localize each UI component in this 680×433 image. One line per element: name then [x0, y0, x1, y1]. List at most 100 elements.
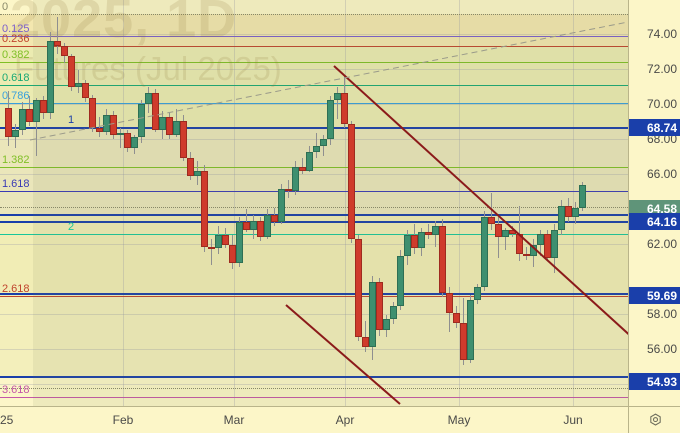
- candle-body-bearish[interactable]: [201, 170, 208, 247]
- candle-body-bearish[interactable]: [257, 220, 264, 238]
- candle-body-bearish[interactable]: [54, 40, 61, 47]
- candle-body-bearish[interactable]: [355, 239, 362, 338]
- fib-extra-line[interactable]: [0, 214, 628, 216]
- candle-body-bearish[interactable]: [26, 109, 33, 123]
- candle-body-bullish[interactable]: [537, 233, 544, 245]
- candle-body-bearish[interactable]: [348, 124, 355, 240]
- candlestick-series[interactable]: [0, 0, 628, 406]
- candle-body-bullish[interactable]: [173, 120, 180, 136]
- candle-body-bullish[interactable]: [502, 229, 509, 238]
- candle-body-bearish[interactable]: [362, 337, 369, 347]
- fib-extra-line[interactable]: [0, 221, 628, 223]
- candle-body-bearish[interactable]: [124, 133, 131, 149]
- candle-body-bullish[interactable]: [131, 137, 138, 149]
- candle-body-bearish[interactable]: [376, 281, 383, 330]
- candle-body-bearish[interactable]: [89, 98, 96, 128]
- candle-body-bullish[interactable]: [383, 318, 390, 330]
- candle-body-bearish[interactable]: [516, 233, 523, 254]
- candle-body-bearish[interactable]: [425, 231, 432, 236]
- candle-body-bullish[interactable]: [481, 216, 488, 288]
- price-level-badge[interactable]: 64.16: [629, 213, 680, 230]
- fib-level-line[interactable]: [0, 191, 628, 192]
- candle-body-bullish[interactable]: [313, 146, 320, 152]
- candle-body-bullish[interactable]: [474, 287, 481, 301]
- candle-body-bearish[interactable]: [96, 127, 103, 132]
- candle-body-bullish[interactable]: [250, 220, 257, 230]
- fib-level-line[interactable]: [0, 167, 628, 168]
- candle-body-bullish[interactable]: [432, 226, 439, 236]
- candle-body-bullish[interactable]: [369, 281, 376, 347]
- candle-body-bullish[interactable]: [397, 255, 404, 306]
- candle-body-bullish[interactable]: [47, 40, 54, 114]
- candle-body-bearish[interactable]: [271, 215, 278, 223]
- candle-body-bullish[interactable]: [159, 116, 166, 130]
- candle-body-bullish[interactable]: [215, 235, 222, 249]
- candle-body-bearish[interactable]: [68, 55, 75, 88]
- fib-extra-line[interactable]: [0, 293, 628, 295]
- candle-body-bearish[interactable]: [439, 226, 446, 293]
- candle-body-bearish[interactable]: [341, 92, 348, 125]
- candle-body-bearish[interactable]: [61, 46, 68, 56]
- candle-body-bearish[interactable]: [82, 83, 89, 99]
- candle-body-bearish[interactable]: [544, 233, 551, 258]
- candle-body-bearish[interactable]: [523, 253, 530, 256]
- candle-body-bearish[interactable]: [446, 292, 453, 314]
- fib-level-line[interactable]: [0, 296, 628, 297]
- candle-body-bearish[interactable]: [229, 244, 236, 264]
- candle-body-bearish[interactable]: [180, 120, 187, 158]
- candle-body-bearish[interactable]: [40, 100, 47, 114]
- candle-body-bullish[interactable]: [390, 305, 397, 319]
- candle-body-bearish[interactable]: [152, 92, 159, 130]
- candle-body-bullish[interactable]: [292, 166, 299, 191]
- candle-body-bullish[interactable]: [194, 170, 201, 177]
- price-level-badge[interactable]: 64.58: [629, 200, 680, 217]
- candle-body-bearish[interactable]: [411, 235, 418, 249]
- candle-body-bearish[interactable]: [565, 205, 572, 217]
- candle-body-bearish[interactable]: [509, 229, 516, 234]
- price-level-badge[interactable]: 68.74: [629, 119, 680, 136]
- fib-level-line[interactable]: [0, 234, 628, 235]
- fib-level-line[interactable]: [0, 14, 628, 15]
- candle-body-bullish[interactable]: [551, 229, 558, 258]
- candle-body-bearish[interactable]: [222, 235, 229, 245]
- candle-body-bullish[interactable]: [12, 129, 19, 138]
- candle-body-bullish[interactable]: [530, 244, 537, 256]
- candle-body-bearish[interactable]: [166, 116, 173, 136]
- candle-body-bullish[interactable]: [138, 103, 145, 138]
- candle-body-bullish[interactable]: [306, 152, 313, 171]
- candle-body-bullish[interactable]: [117, 133, 124, 136]
- candle-body-bearish[interactable]: [488, 216, 495, 225]
- candle-body-bearish[interactable]: [495, 224, 502, 238]
- candle-body-bearish[interactable]: [208, 246, 215, 249]
- candle-body-bullish[interactable]: [320, 139, 327, 147]
- candle-body-bullish[interactable]: [579, 185, 586, 208]
- candle-body-bullish[interactable]: [327, 100, 334, 140]
- candle-body-bullish[interactable]: [19, 109, 26, 130]
- candle-body-bullish[interactable]: [103, 114, 110, 132]
- candle-body-bearish[interactable]: [187, 157, 194, 177]
- candle-body-bearish[interactable]: [5, 107, 12, 138]
- candle-body-bearish[interactable]: [460, 322, 467, 360]
- candle-body-bullish[interactable]: [334, 92, 341, 101]
- candle-body-bullish[interactable]: [145, 92, 152, 104]
- candle-body-bullish[interactable]: [572, 207, 579, 217]
- candle-body-bearish[interactable]: [453, 313, 460, 323]
- candle-body-bullish[interactable]: [467, 300, 474, 360]
- candle-body-bearish[interactable]: [299, 166, 306, 171]
- candle-body-bearish[interactable]: [243, 222, 250, 230]
- date-axis[interactable]: 25 Feb Mar Apr May Jun: [0, 406, 628, 433]
- candle-body-bullish[interactable]: [418, 231, 425, 249]
- price-axis[interactable]: 74.00 72.00 70.00 68.00 66.00 62.00 58.00 56.00…: [628, 0, 680, 406]
- candle-body-bullish[interactable]: [33, 100, 40, 123]
- price-level-badge[interactable]: 59.69: [629, 287, 680, 304]
- candle-body-bullish[interactable]: [404, 235, 411, 256]
- chart-settings-button[interactable]: [628, 406, 680, 433]
- candle-body-bullish[interactable]: [236, 222, 243, 264]
- candle-body-bearish[interactable]: [285, 189, 292, 192]
- candle-body-bullish[interactable]: [75, 83, 82, 88]
- candle-body-bullish[interactable]: [558, 205, 565, 230]
- candle-body-bullish[interactable]: [264, 215, 271, 238]
- fib-extra-line[interactable]: [0, 207, 628, 208]
- price-chart-plot-area[interactable]: 2025, 1D Futures (Jul 2025) 0 0.125 0.236 0…: [0, 0, 628, 406]
- price-level-badge[interactable]: 54.93: [629, 373, 680, 390]
